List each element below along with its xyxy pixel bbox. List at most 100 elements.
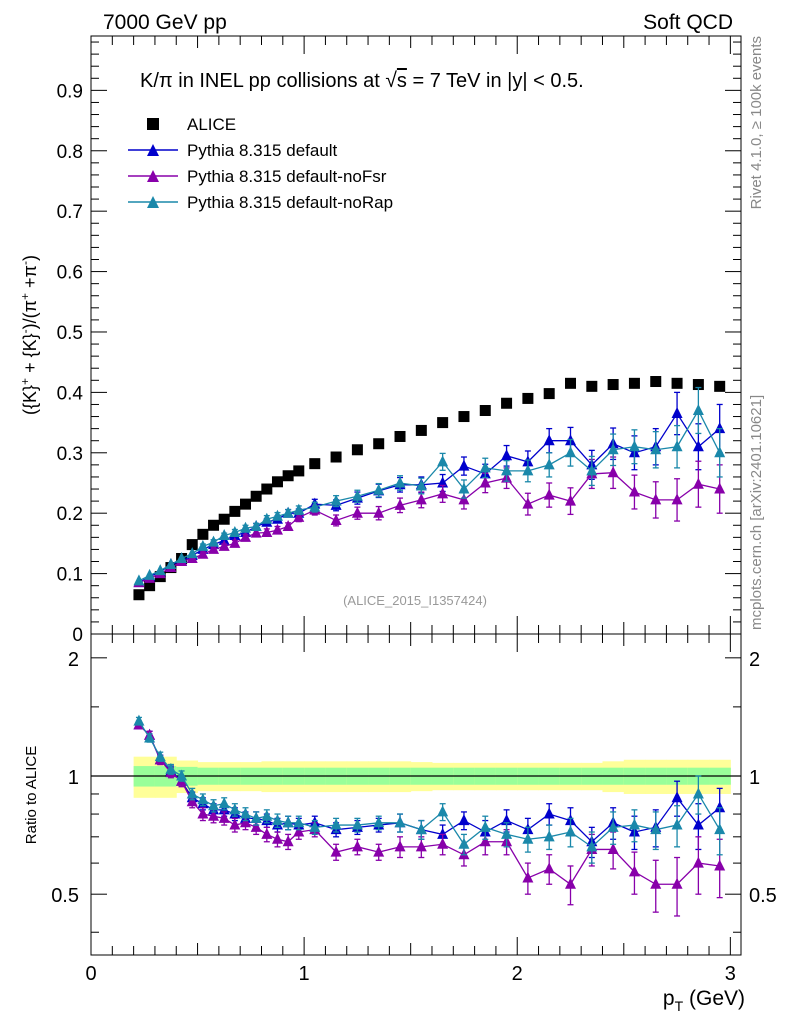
default-point: [671, 407, 683, 419]
legend-label-alice: ALICE: [187, 115, 236, 134]
alice-point: [250, 490, 262, 502]
ratio-norap-point: [607, 820, 619, 832]
alice-point: [522, 392, 534, 404]
ratio-norap-point: [543, 830, 555, 842]
alice-point: [261, 483, 273, 495]
main-ytick-label: 0.1: [57, 565, 83, 586]
ratio-norap-point: [293, 816, 305, 828]
norap-point: [628, 440, 640, 452]
ratio-nofsr-point: [650, 877, 662, 889]
alice-point: [415, 424, 427, 436]
norap-point: [330, 494, 342, 506]
ratio-nofsr-point: [415, 840, 427, 852]
legend-marker-alice: [147, 118, 159, 130]
plot-title-sqrt: √: [385, 69, 397, 92]
alice-point: [271, 476, 283, 488]
ratio-ytick-label-left: 0.5: [51, 885, 79, 907]
nofsr-point: [437, 487, 449, 499]
ylabel-sup-1: +: [18, 378, 32, 385]
nofsr-point: [714, 482, 726, 494]
norap-point: [250, 519, 262, 531]
ratio-norap-point: [351, 818, 363, 830]
nofsr-point: [261, 526, 273, 538]
main-series-3: [133, 386, 726, 586]
ratio-nofsr-point: [218, 811, 230, 823]
ratio-norap-point: [650, 823, 662, 835]
main-series-0: [133, 376, 726, 601]
main-ytick-label: 0.4: [57, 383, 84, 404]
norap-point: [261, 512, 273, 524]
alice-point: [309, 458, 321, 470]
ratio-uncertainty-bands: [133, 756, 731, 798]
legend-label-norap: Pythia 8.315 default-noRap: [187, 193, 393, 212]
alice-point: [671, 377, 683, 389]
alice-point: [692, 379, 704, 391]
norap-point: [351, 489, 363, 501]
ratio-series-2: [133, 714, 726, 864]
alice-point: [394, 430, 406, 442]
main-ytick-label: 0: [72, 625, 83, 646]
alice-point: [479, 405, 491, 417]
nofsr-point: [458, 493, 470, 505]
alice-point: [229, 505, 241, 517]
ratio-norap-point: [176, 769, 188, 781]
ratio-nofsr-point: [479, 835, 491, 847]
norap-point: [458, 482, 470, 494]
norap-point: [607, 443, 619, 455]
legend-label-default: Pythia 8.315 default: [187, 141, 338, 160]
alice-point: [186, 539, 198, 551]
ratio-norap-point: [586, 840, 598, 852]
ratio-series-group: [133, 714, 726, 917]
norap-point: [293, 503, 305, 515]
ratio-norap-point: [271, 814, 283, 826]
legend: ALICE Pythia 8.315 default Pythia 8.315 …: [128, 115, 393, 212]
norap-point: [501, 464, 513, 476]
ratio-axis-ticks: 0.5 0.5 1 1 2 2 0 1 2 3: [51, 634, 777, 985]
nofsr-point: [607, 466, 619, 478]
ratio-default-point: [714, 801, 726, 813]
ratio-norap-point: [218, 797, 230, 809]
x-axis-label: pT (GeV): [663, 987, 745, 1014]
norap-point: [415, 479, 427, 491]
ratio-norap-point: [437, 805, 449, 817]
main-ytick-label: 0.6: [57, 263, 83, 284]
ratio-nofsr-point: [437, 837, 449, 849]
default-point: [458, 459, 470, 471]
ratio-nofsr-point: [522, 871, 534, 883]
nofsr-point: [671, 493, 683, 505]
main-ytick-label: 0.8: [57, 142, 83, 163]
ratio-nofsr-point: [208, 809, 220, 821]
ratio-norap-point: [394, 816, 406, 828]
ratio-default-point: [692, 818, 704, 830]
nofsr-point: [565, 494, 577, 506]
norap-point: [229, 526, 241, 538]
norap-point: [240, 521, 252, 533]
plot-title-suffix: = 7 TeV in |y| < 0.5.: [407, 70, 584, 92]
alice-point: [240, 498, 252, 510]
plot-title: K/π in INEL pp collisions at √s = 7 TeV …: [140, 69, 584, 92]
legend-marker-norap: [147, 196, 159, 208]
nofsr-point: [650, 493, 662, 505]
ratio-nofsr-point: [607, 842, 619, 854]
alice-point: [565, 377, 577, 389]
main-y-axis-label: ({K}+ + {K}-)/(π+ +π-): [18, 255, 40, 415]
header-category-label: Soft QCD: [643, 11, 733, 34]
ratio-nofsr-point: [714, 859, 726, 871]
ratio-default-point: [437, 827, 449, 839]
ratio-series-1: [133, 718, 726, 917]
ratio-default-point: [458, 814, 470, 826]
ratio-nofsr-point: [282, 835, 294, 847]
ratio-norap-point: [458, 837, 470, 849]
ratio-norap-point: [522, 832, 534, 844]
alice-point: [586, 380, 598, 392]
norap-point: [176, 551, 188, 563]
nofsr-point: [208, 542, 220, 554]
nofsr-point: [692, 477, 704, 489]
ratio-ytick-label-right: 2: [749, 649, 760, 671]
main-axis-ticks: 0 0.1 0.2 0.3 0.4 0.5 0.6 0.7 0.8 0.9: [57, 36, 741, 646]
norap-point: [650, 443, 662, 455]
ratio-nofsr-point: [229, 818, 241, 830]
nofsr-point: [543, 488, 555, 500]
ratio-norap-point: [565, 825, 577, 837]
nofsr-point: [373, 506, 385, 518]
